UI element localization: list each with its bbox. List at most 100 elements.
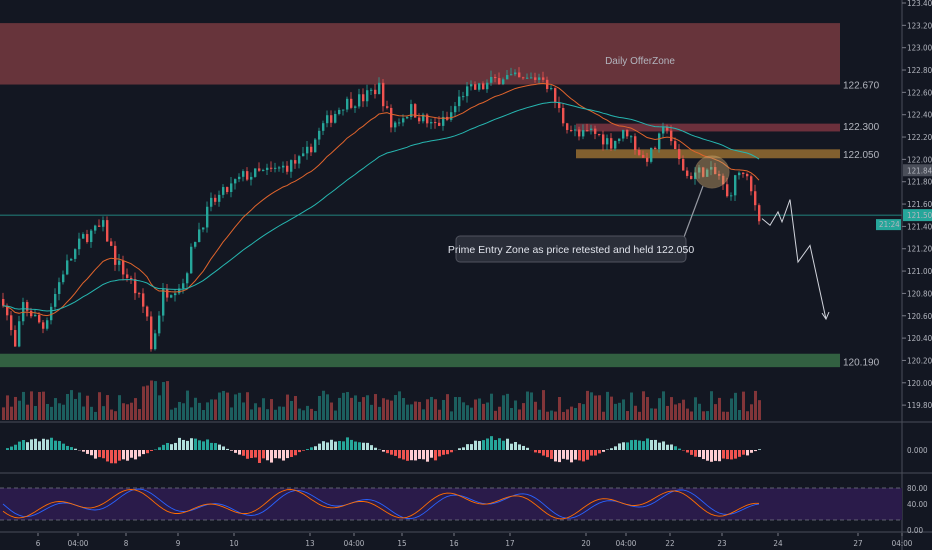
volume-bar bbox=[690, 411, 693, 420]
candle-body bbox=[462, 96, 465, 98]
candle-body bbox=[242, 171, 245, 177]
candle-body bbox=[374, 89, 377, 95]
macd-tick-label: 0.000 bbox=[907, 446, 928, 455]
volume-bar bbox=[706, 411, 709, 420]
macd-histogram-bar bbox=[282, 450, 285, 461]
volume-bar bbox=[522, 403, 525, 420]
candle-body bbox=[226, 187, 229, 193]
macd-histogram-bar bbox=[626, 442, 629, 450]
macd-histogram-bar bbox=[14, 444, 17, 450]
macd-histogram-bar bbox=[294, 450, 297, 456]
macd-histogram-bar bbox=[370, 445, 373, 450]
volume-bar bbox=[578, 403, 581, 420]
price-tick-label: 121.800 bbox=[907, 178, 932, 187]
zone-2 bbox=[576, 149, 840, 159]
price-tick-label: 120.000 bbox=[907, 379, 932, 388]
macd-histogram-bar bbox=[758, 449, 761, 450]
macd-histogram-bar bbox=[298, 450, 301, 453]
volume-bar bbox=[382, 398, 385, 420]
volume-bar bbox=[378, 406, 381, 420]
macd-histogram-bar bbox=[570, 450, 573, 463]
callout-box bbox=[455, 235, 687, 263]
macd-histogram-bar bbox=[182, 439, 185, 450]
candle-body bbox=[398, 122, 401, 124]
time-tick-label: 17 bbox=[505, 539, 514, 548]
candle-body bbox=[726, 184, 729, 197]
macd-histogram-bar bbox=[442, 450, 445, 455]
candle-body bbox=[454, 106, 457, 113]
macd-histogram-bar bbox=[686, 450, 689, 453]
candle-body bbox=[318, 130, 321, 140]
time-tick-label: 8 bbox=[124, 539, 129, 548]
candle-body bbox=[686, 170, 689, 176]
macd-histogram-bar bbox=[50, 437, 53, 450]
current-price-tag bbox=[903, 209, 932, 222]
zone-3 bbox=[0, 353, 840, 368]
volume-bar bbox=[630, 392, 633, 420]
macd-histogram-bar bbox=[482, 440, 485, 450]
volume-bar bbox=[486, 402, 489, 420]
macd-histogram-bar bbox=[74, 448, 77, 450]
candle-body bbox=[38, 314, 41, 323]
candle-body bbox=[654, 147, 657, 150]
volume-bar bbox=[302, 410, 305, 420]
volume-bar bbox=[726, 411, 729, 420]
candle-body bbox=[522, 77, 525, 79]
candle-body bbox=[162, 289, 165, 316]
candle-body bbox=[506, 75, 509, 80]
volume-bar bbox=[226, 392, 229, 420]
volume-bar bbox=[730, 398, 733, 420]
volume-bar bbox=[6, 395, 9, 420]
countdown-label: 21:24 bbox=[879, 220, 900, 229]
candle-body bbox=[406, 117, 409, 119]
volume-bar bbox=[250, 409, 253, 420]
forecast-arrowhead bbox=[821, 311, 830, 321]
candle-body bbox=[698, 167, 701, 173]
volume-bar bbox=[422, 409, 425, 420]
volume-bar bbox=[686, 408, 689, 420]
candle-body bbox=[114, 245, 117, 265]
volume-bar bbox=[498, 406, 501, 420]
macd-histogram-bar bbox=[614, 446, 617, 450]
time-tick-label: 10 bbox=[229, 539, 239, 548]
candle-body bbox=[298, 156, 301, 164]
forecast-path bbox=[761, 199, 827, 320]
macd-histogram-bar bbox=[750, 450, 753, 453]
price-tick-label: 123.200 bbox=[907, 21, 932, 30]
candle-body bbox=[658, 133, 661, 150]
volume-bar bbox=[758, 400, 761, 420]
macd-histogram-bar bbox=[34, 438, 37, 450]
candle-body bbox=[538, 77, 541, 80]
candle-body bbox=[186, 273, 189, 284]
time-tick-label: 6 bbox=[36, 539, 41, 548]
macd-histogram-bar bbox=[510, 443, 513, 450]
crosshair-price: 121.840 bbox=[907, 166, 932, 175]
time-tick-label: 13 bbox=[305, 539, 314, 548]
candle-body bbox=[366, 90, 369, 102]
volume-bar bbox=[146, 385, 149, 420]
macd-histogram-bar bbox=[490, 436, 493, 450]
volume-bar bbox=[510, 408, 513, 420]
macd-histogram-bar bbox=[202, 441, 205, 450]
volume-bar bbox=[558, 396, 561, 420]
candle-body bbox=[422, 114, 425, 122]
volume-bar bbox=[702, 411, 705, 420]
price-tick-label: 122.200 bbox=[907, 133, 932, 142]
candle-body bbox=[458, 96, 461, 107]
volume-bar bbox=[362, 397, 365, 420]
volume-bar bbox=[470, 407, 473, 420]
macd-histogram-bar bbox=[670, 444, 673, 450]
volume-bar bbox=[746, 411, 749, 420]
volume-bar bbox=[126, 404, 129, 420]
price-tick-label: 121.000 bbox=[907, 267, 932, 276]
candle-body bbox=[554, 88, 557, 103]
volume-bar bbox=[230, 407, 233, 420]
countdown-tag bbox=[876, 219, 901, 231]
callout-text: Prime Entry Zone as price retested and h… bbox=[448, 244, 694, 256]
macd-histogram-bar bbox=[434, 450, 437, 461]
macd-histogram-bar bbox=[526, 447, 529, 450]
macd-histogram-bar bbox=[478, 441, 481, 450]
volume-bar bbox=[70, 390, 73, 420]
candle-body bbox=[34, 314, 37, 317]
